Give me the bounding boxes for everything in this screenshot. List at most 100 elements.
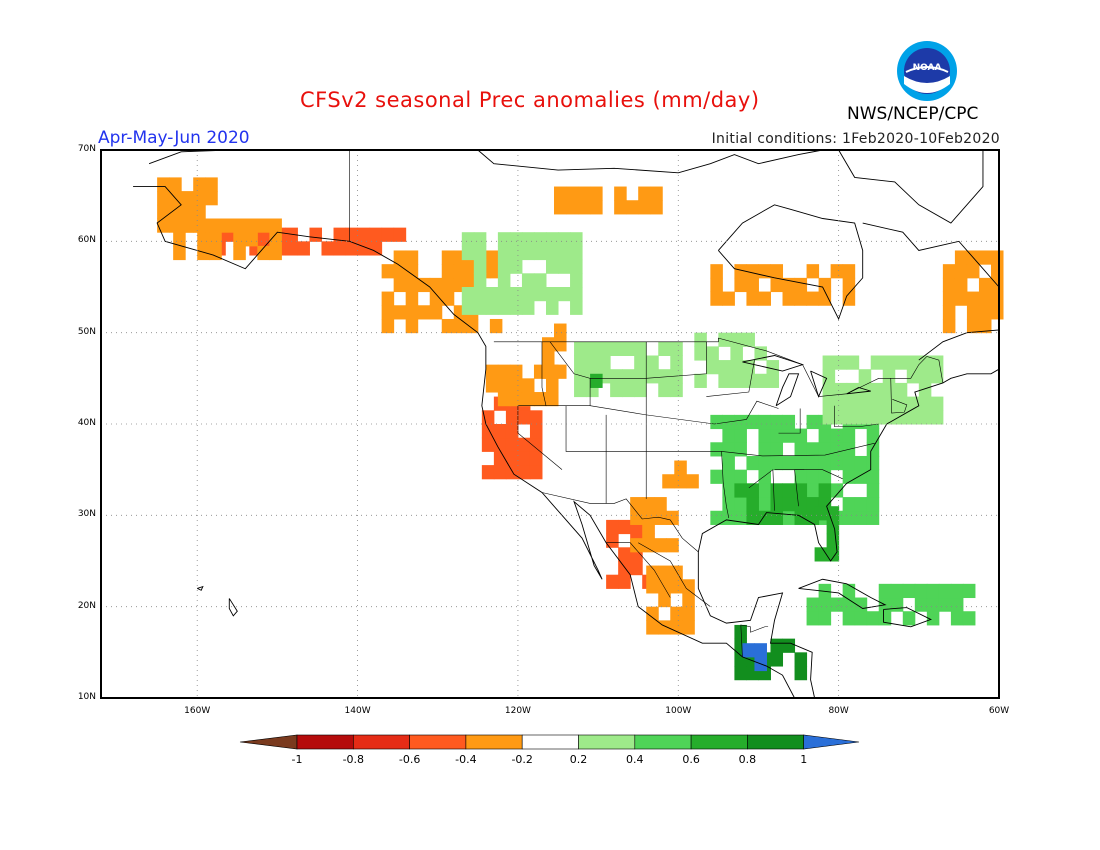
anomaly-cell <box>914 583 928 599</box>
anomaly-cell <box>642 524 655 539</box>
anomaly-cell <box>770 414 784 430</box>
colorbar-tick-label: 0.8 <box>738 753 757 766</box>
anomaly-cell <box>962 611 976 626</box>
anomaly-cell <box>950 583 964 599</box>
anomaly-cell <box>954 264 968 279</box>
anomaly-cell <box>634 382 647 398</box>
anomaly-cell <box>558 245 571 261</box>
anomaly-cell <box>570 245 583 261</box>
anomaly-cell <box>754 373 767 388</box>
anomaly-cell <box>357 227 371 242</box>
anomaly-cell <box>521 245 535 261</box>
anomaly-cell <box>570 300 583 315</box>
anomaly-cell <box>858 410 872 425</box>
anomaly-cell <box>509 232 523 247</box>
anomaly-cell <box>758 428 771 443</box>
anomaly-cell <box>694 346 707 361</box>
anomaly-cell <box>818 428 832 443</box>
anomaly-cell <box>209 245 222 261</box>
anomaly-cell <box>169 218 182 233</box>
anomaly-cell <box>485 300 499 315</box>
anomaly-cell <box>782 291 796 306</box>
anomaly-cell <box>465 318 479 334</box>
anomaly-cell <box>758 510 771 525</box>
anomaly-cell <box>453 318 467 334</box>
colorbar-tick-label: 0.2 <box>569 753 588 766</box>
coastline-outlines <box>133 149 1000 699</box>
anomaly-cell <box>650 200 663 215</box>
coastline <box>477 149 823 174</box>
anomaly-cell <box>770 652 784 667</box>
anomaly-cell <box>978 277 992 293</box>
anomaly-cell <box>646 606 659 621</box>
anomaly-cell <box>818 277 832 293</box>
anomaly-cell <box>842 455 856 471</box>
anomaly-cell <box>826 547 840 562</box>
anomaly-cell <box>806 597 820 612</box>
anomaly-cell <box>646 620 659 635</box>
coastline <box>197 585 204 591</box>
anomaly-cell <box>505 465 519 480</box>
anomaly-cell <box>497 259 511 274</box>
anomaly-cell <box>842 583 856 599</box>
anomaly-cell <box>473 232 487 247</box>
anomaly-cell <box>990 305 1004 320</box>
anomaly-cell <box>505 410 519 425</box>
anomaly-cell <box>570 273 583 288</box>
anomaly-cell <box>545 378 559 393</box>
anomaly-cell <box>854 469 868 484</box>
anomaly-cell <box>646 579 659 594</box>
anomaly-cell <box>545 245 559 261</box>
anomaly-cell <box>686 474 699 489</box>
anomaly-cell <box>205 177 218 192</box>
anomaly-cell <box>509 378 523 393</box>
anomaly-cell <box>866 497 880 512</box>
anomaly-cell <box>710 277 723 293</box>
anomaly-cell <box>870 355 884 370</box>
anomaly-cell <box>333 241 347 256</box>
anomaly-cell <box>782 428 796 443</box>
anomaly-cell <box>357 241 371 256</box>
anomaly-cell <box>574 341 587 356</box>
anomaly-cell <box>670 565 683 580</box>
border-line <box>549 341 591 406</box>
anomaly-cell <box>441 277 455 293</box>
anomaly-cell <box>541 350 555 366</box>
anomaly-cell <box>830 455 844 471</box>
anomaly-cell <box>634 369 647 384</box>
anomaly-cell <box>570 287 583 302</box>
anomaly-cell <box>529 424 543 439</box>
anomaly-cell <box>381 305 395 320</box>
anomaly-cell <box>169 177 182 192</box>
anomaly-cell <box>866 469 880 484</box>
anomaly-cell <box>497 232 511 247</box>
anomaly-cell <box>834 382 848 398</box>
anomaly-cell <box>574 369 587 384</box>
anomaly-cell <box>489 318 503 334</box>
anomaly-cell <box>517 451 531 466</box>
anomaly-cell <box>722 483 735 498</box>
anomaly-cell <box>393 277 407 293</box>
lon-tick-label: 120W <box>504 706 531 716</box>
anomaly-cell <box>533 245 547 261</box>
anomaly-cell <box>794 277 808 293</box>
anomaly-cell <box>758 414 771 430</box>
anomaly-cell <box>694 332 707 347</box>
anomaly-cell <box>942 277 956 293</box>
anomaly-cell <box>878 583 892 599</box>
anomaly-cell <box>461 287 475 302</box>
anomaly-cell <box>926 611 940 626</box>
anomaly-cell <box>954 250 968 265</box>
anomaly-cell <box>381 291 395 306</box>
anomaly-cell <box>746 455 759 471</box>
anomaly-cell <box>842 597 856 612</box>
anomaly-cell <box>882 355 896 370</box>
anomaly-cell <box>614 186 627 201</box>
anomaly-cell <box>734 497 747 512</box>
coastline <box>798 578 887 609</box>
anomaly-cell <box>670 620 683 635</box>
anomaly-cell <box>558 259 571 274</box>
anomaly-cell <box>830 264 844 279</box>
anomaly-cell <box>405 305 419 320</box>
anomaly-cell <box>381 264 395 279</box>
